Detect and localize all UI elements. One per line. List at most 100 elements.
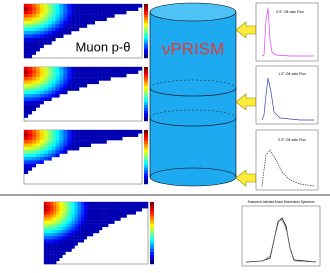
heatmap-cell (75, 24, 80, 28)
cylinder-ring (149, 87, 237, 97)
heatmap-cell (102, 208, 106, 212)
heatmap-cell (31, 153, 36, 158)
heatmap-cell (31, 44, 36, 49)
heatmap-cell (130, 67, 135, 71)
heatmap-cell (108, 220, 112, 224)
heatmap-cell (94, 77, 99, 81)
heatmap-cell (96, 229, 100, 234)
heatmap-cell (55, 90, 60, 95)
heatmap-cell (135, 208, 140, 212)
heatmap-cell (39, 133, 44, 137)
heatmap-cell (83, 140, 88, 144)
heatmap-cell (47, 217, 51, 221)
heatmap-cell (24, 27, 29, 32)
heatmap-cell (86, 136, 92, 141)
color-scale (144, 135, 148, 139)
heatmap-cell (24, 67, 29, 71)
color-scale (144, 138, 148, 141)
heatmap-cell (94, 4, 99, 8)
heatmap-cell (44, 223, 48, 227)
heatmap-cell (92, 205, 97, 209)
heatmap-cell (86, 140, 92, 144)
heatmap-cell (27, 77, 33, 81)
heatmap-cell (110, 4, 115, 8)
color-scale (144, 44, 148, 48)
heatmap-cell (43, 41, 48, 45)
heatmap-cell (31, 104, 36, 108)
heatmap-cell (86, 220, 91, 224)
heatmap-cell (53, 242, 57, 246)
heatmap-cell (120, 208, 124, 212)
heatmap-cell (43, 146, 48, 151)
heatmap-cell (39, 17, 44, 22)
color-scale (150, 217, 154, 221)
heatmap-cell (35, 157, 40, 161)
heatmap-cell (83, 229, 88, 234)
heatmap-cell (108, 208, 112, 212)
heatmap-cell (62, 205, 66, 209)
heatmap-cell (47, 223, 51, 227)
flux-frame (255, 129, 319, 191)
heatmap-cell (44, 236, 48, 240)
heatmap-cell (74, 220, 78, 224)
heatmap-cell (86, 130, 92, 134)
heatmap-cell (80, 229, 84, 234)
heatmap-cell (75, 133, 80, 137)
heatmap-cell (24, 24, 29, 28)
heatmap-cell (35, 20, 40, 25)
heatmap-cell (114, 67, 119, 71)
heatmap-cell (27, 150, 33, 154)
heatmap-cell (44, 257, 48, 262)
heatmap-cell (31, 73, 36, 78)
heatmap-cell (123, 214, 127, 218)
heatmap-cell (79, 80, 84, 85)
heatmap-cell (59, 239, 63, 243)
heatmap-cell (56, 223, 60, 227)
heatmap-cell (27, 90, 33, 95)
heatmap-cell (53, 239, 57, 243)
heatmap-cell (43, 83, 48, 88)
heatmap-cell (83, 233, 88, 237)
heatmap-cell (43, 94, 48, 98)
heatmap-cell (50, 214, 54, 218)
heatmap-cell (24, 83, 29, 88)
heatmap-cell (53, 233, 57, 237)
heatmap-cell (59, 229, 63, 234)
heatmap-cell (59, 233, 63, 237)
heatmap-cell (79, 133, 84, 137)
heatmap-cell (83, 208, 88, 212)
heatmap-cell (27, 143, 33, 148)
heatmap-cell (53, 202, 57, 206)
heatmap-cell (68, 242, 72, 246)
heatmap-cell (39, 150, 44, 154)
heatmap-cell (59, 31, 64, 35)
heatmap-cell (79, 10, 84, 15)
heatmap-cell (65, 242, 69, 246)
heatmap-cell (90, 14, 95, 18)
heatmap-cell (83, 202, 88, 206)
heatmap-cell (39, 20, 44, 25)
heatmap-cell (27, 17, 33, 22)
heatmap-cell (67, 83, 72, 88)
heatmap-cell (74, 205, 78, 209)
heatmap-cell (27, 97, 33, 101)
heatmap-cell (59, 73, 64, 78)
heatmap-cell (24, 54, 29, 59)
heatmap-cell (39, 4, 44, 8)
heatmap-cell (71, 80, 76, 85)
heatmap-cell (114, 211, 118, 215)
heatmap-cell (50, 242, 54, 246)
heatmap-cell (117, 217, 121, 221)
color-scale (144, 94, 148, 97)
heatmap-cell (31, 80, 36, 85)
heatmap-cell (59, 140, 64, 144)
heatmap-cell (68, 220, 72, 224)
heatmap-cell (74, 211, 78, 215)
heatmap-cell (24, 110, 29, 115)
heatmap-cell (43, 143, 48, 148)
heatmap-cell (55, 150, 60, 154)
heatmap-cell (141, 205, 146, 209)
heatmap-cell (105, 211, 109, 215)
heatmap-cell (59, 10, 64, 15)
heatmap-cell (50, 251, 54, 255)
